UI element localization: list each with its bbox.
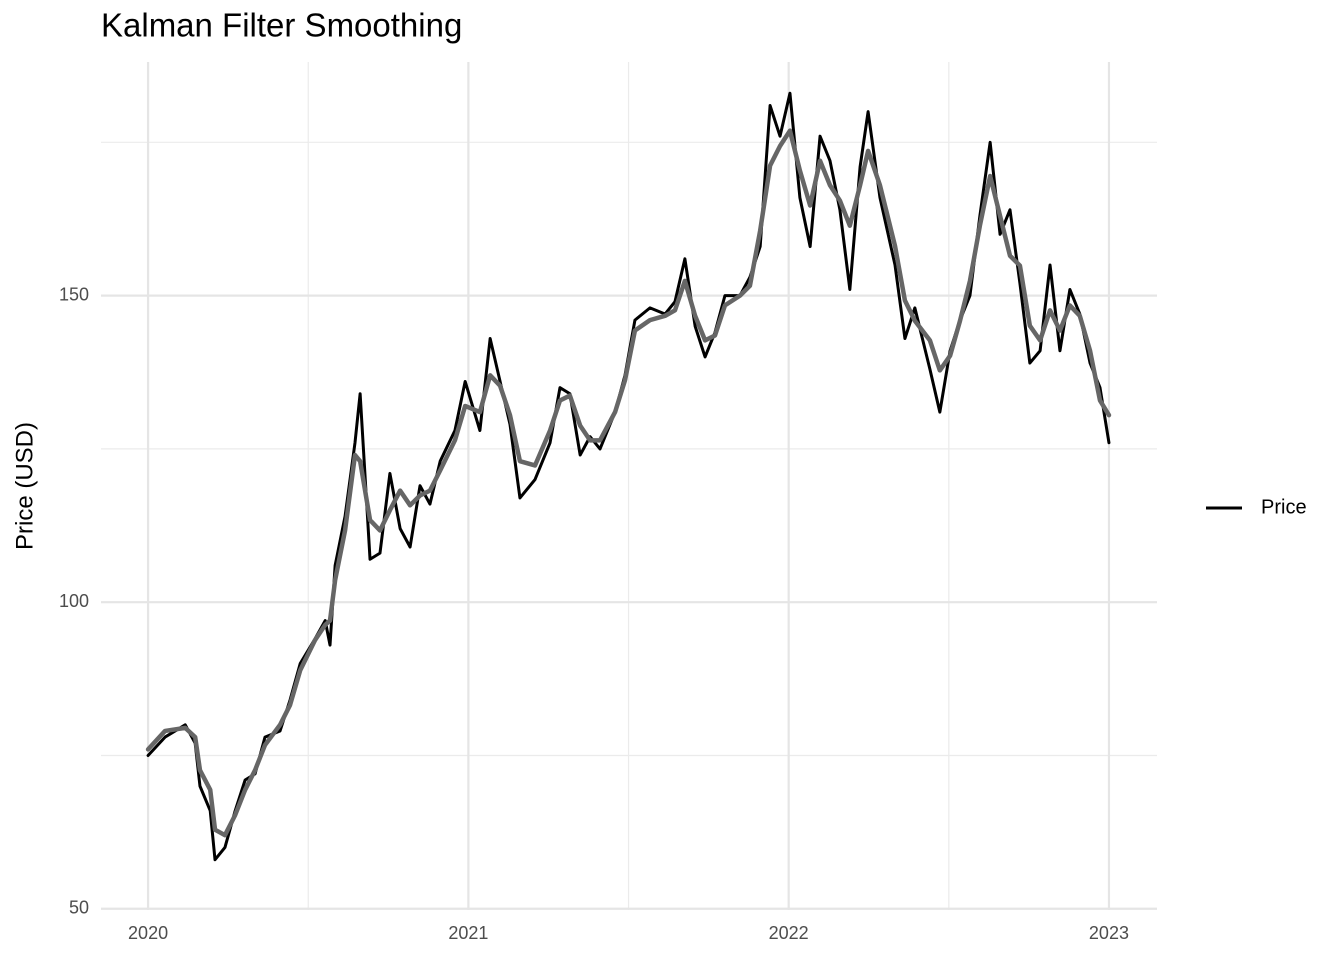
x-tick-label: 2020	[128, 923, 168, 943]
y-tick-label: 50	[69, 898, 89, 918]
x-tick-label: 2023	[1089, 923, 1129, 943]
x-tick-label: 2022	[769, 923, 809, 943]
x-tick-label: 2021	[448, 923, 488, 943]
series-line	[145, 128, 1112, 838]
y-axis-label: Price (USD)	[11, 422, 38, 550]
chart-title: Kalman Filter Smoothing	[101, 7, 462, 44]
y-tick-label: 100	[59, 591, 89, 611]
legend-label: Price	[1261, 496, 1307, 518]
y-tick-label: 150	[59, 284, 89, 304]
